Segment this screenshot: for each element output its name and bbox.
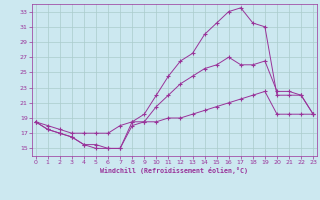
X-axis label: Windchill (Refroidissement éolien,°C): Windchill (Refroidissement éolien,°C)	[100, 167, 248, 174]
